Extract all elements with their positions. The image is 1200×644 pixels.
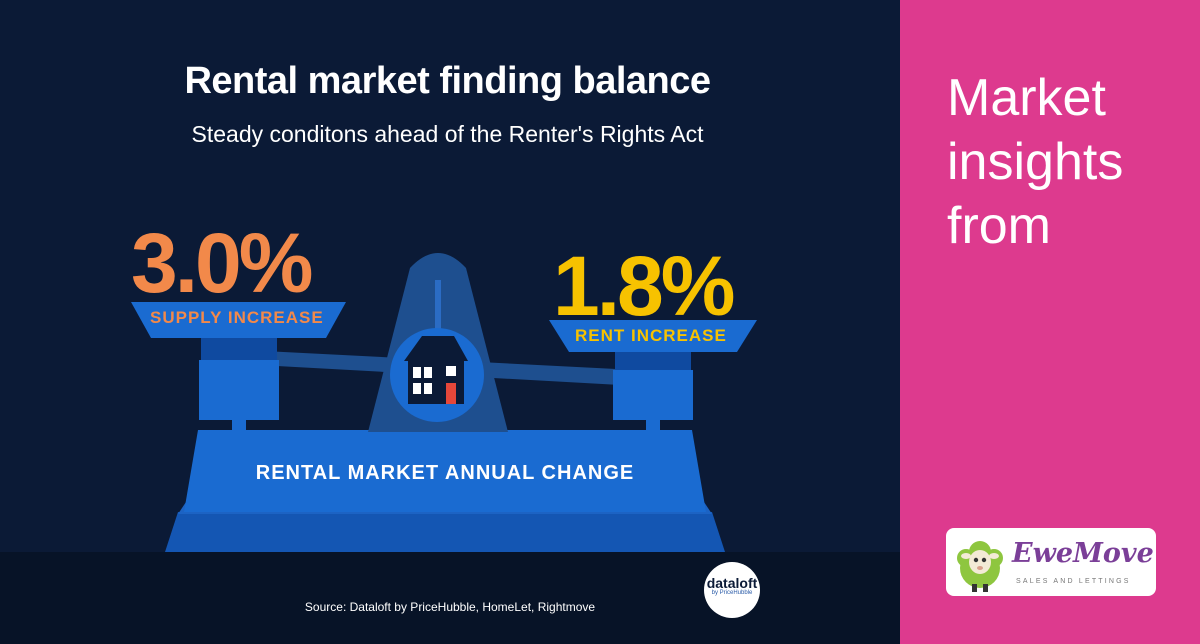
- rent-increase-label: RENT INCREASE: [575, 326, 727, 345]
- rent-increase-value: 1.8%: [553, 239, 735, 333]
- sidebar-heading: Market insights from: [947, 69, 1124, 255]
- footer-band: [0, 552, 900, 644]
- infographic-subtitle: Steady conditons ahead of the Renter's R…: [191, 121, 704, 147]
- sidebar-panel: Market insights from EweMove SALES AND L…: [900, 0, 1200, 644]
- ewemove-tagline: SALES AND LETTINGS: [1016, 578, 1131, 585]
- dataloft-logo-name: dataloft: [706, 575, 758, 591]
- dataloft-logo: dataloft by PriceHubble: [704, 562, 760, 618]
- balance-scale-icon: [131, 253, 757, 552]
- ewemove-wordmark-move: Move: [1073, 538, 1154, 569]
- supply-increase-value: 3.0%: [131, 216, 313, 310]
- source-note: Source: Dataloft by PriceHubble, HomeLet…: [304, 600, 596, 614]
- sheep-mascot-icon: [957, 541, 1003, 592]
- ewemove-logo: EweMove SALES AND LETTINGS: [946, 528, 1156, 596]
- ewemove-wordmark: EweMove: [1012, 538, 1154, 569]
- infographic-panel: Rental market finding balance Steady con…: [0, 60, 900, 644]
- house-icon: [404, 336, 468, 404]
- supply-increase-label: SUPPLY INCREASE: [150, 308, 324, 327]
- dataloft-logo-sub: by PriceHubble: [711, 590, 753, 596]
- infographic-title: Rental market finding balance: [184, 60, 711, 102]
- scale-base-label: RENTAL MARKET ANNUAL CHANGE: [255, 462, 635, 484]
